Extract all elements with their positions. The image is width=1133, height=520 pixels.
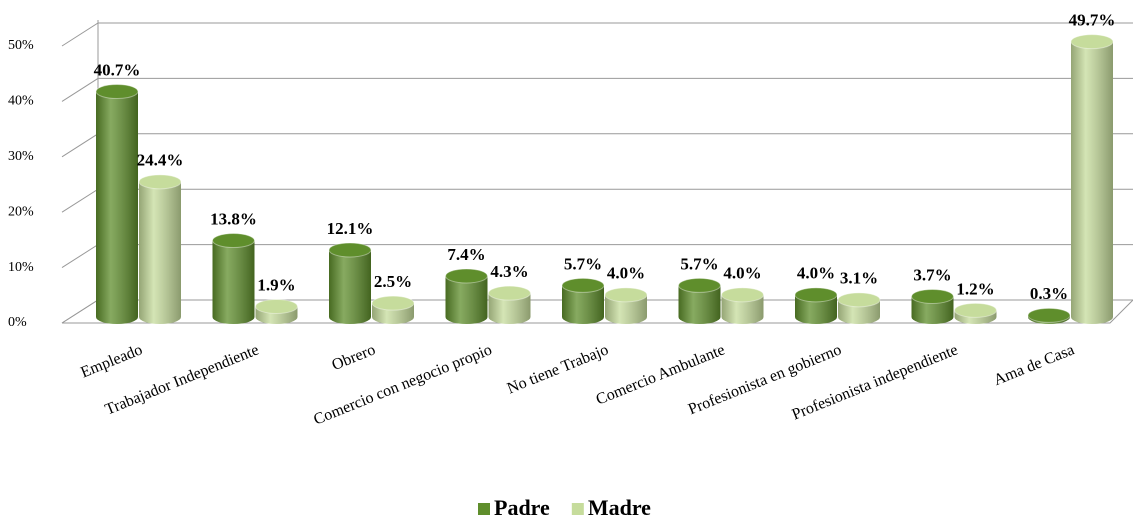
bar-cap — [1027, 307, 1071, 323]
bar-shade — [911, 296, 954, 325]
value-label: 49.7% — [1069, 11, 1116, 30]
bar-cap — [371, 295, 415, 311]
y-tick-label: 40% — [8, 94, 34, 109]
bar-shade — [678, 285, 721, 325]
legend-swatch — [571, 503, 584, 515]
y-tick-label: 50% — [8, 38, 34, 53]
x-tick-label: Empleado — [78, 341, 145, 381]
bar-shade — [96, 91, 138, 324]
bar-cap — [255, 298, 298, 314]
bar-shade — [1071, 41, 1113, 325]
value-label: 7.4% — [447, 245, 485, 264]
value-label: 4.3% — [490, 262, 528, 281]
bar-cap — [911, 289, 954, 305]
bar-cap — [561, 277, 605, 293]
bar-shade — [329, 249, 371, 324]
value-label: 12.1% — [327, 219, 374, 238]
value-label: 4.0% — [607, 264, 645, 283]
y-tick-label: 30% — [8, 149, 34, 164]
legend-label: Padre — [494, 495, 550, 520]
bar-shade — [212, 240, 255, 325]
y-tick-label: 10% — [8, 260, 34, 275]
bar-shade — [139, 181, 181, 324]
y-tick-label: 0% — [8, 315, 27, 330]
bar-cap — [954, 302, 997, 318]
bar-cap — [328, 242, 372, 258]
grid-line — [61, 133, 1133, 158]
bar-shade — [445, 276, 488, 325]
value-label: 4.0% — [723, 264, 761, 283]
value-label: 1.9% — [257, 275, 295, 294]
grid-line — [61, 77, 1133, 102]
legend-swatch — [478, 503, 490, 515]
grid-line — [61, 22, 1133, 47]
bar-shade — [795, 294, 837, 324]
bar-cap — [604, 287, 648, 303]
value-label: 0.3% — [1030, 284, 1068, 303]
bar-cap — [212, 233, 255, 249]
bar-cap — [488, 285, 531, 301]
value-label: 24.4% — [137, 151, 184, 170]
x-tick-label: Obrero — [329, 341, 377, 374]
value-label: 40.7% — [94, 60, 141, 79]
bar-shade — [488, 293, 531, 325]
bar-cap — [95, 84, 139, 100]
value-label: 5.7% — [680, 254, 718, 273]
bar-shade — [562, 285, 604, 324]
value-label: 3.7% — [913, 265, 951, 284]
bar-cap — [138, 174, 182, 190]
x-tick-label: No tiene Trabajo — [505, 341, 611, 397]
bar-cap — [794, 287, 838, 303]
x-tick-label: Ama de Casa — [991, 341, 1076, 389]
legend-label: Madre — [588, 495, 651, 520]
value-label: 1.2% — [956, 279, 994, 298]
bar-cap — [837, 292, 881, 308]
bar-shade — [721, 294, 764, 325]
value-label: 2.5% — [374, 272, 412, 291]
bar-cap — [678, 277, 721, 293]
value-label: 5.7% — [564, 254, 602, 273]
value-label: 3.1% — [840, 269, 878, 288]
bar-cap — [445, 268, 488, 284]
value-label: 13.8% — [210, 209, 257, 228]
bar-cap — [1070, 34, 1114, 50]
bar-shade — [605, 294, 647, 324]
value-label: 4.0% — [797, 264, 835, 283]
y-tick-label: 20% — [8, 204, 34, 219]
bar-cap — [721, 287, 764, 303]
